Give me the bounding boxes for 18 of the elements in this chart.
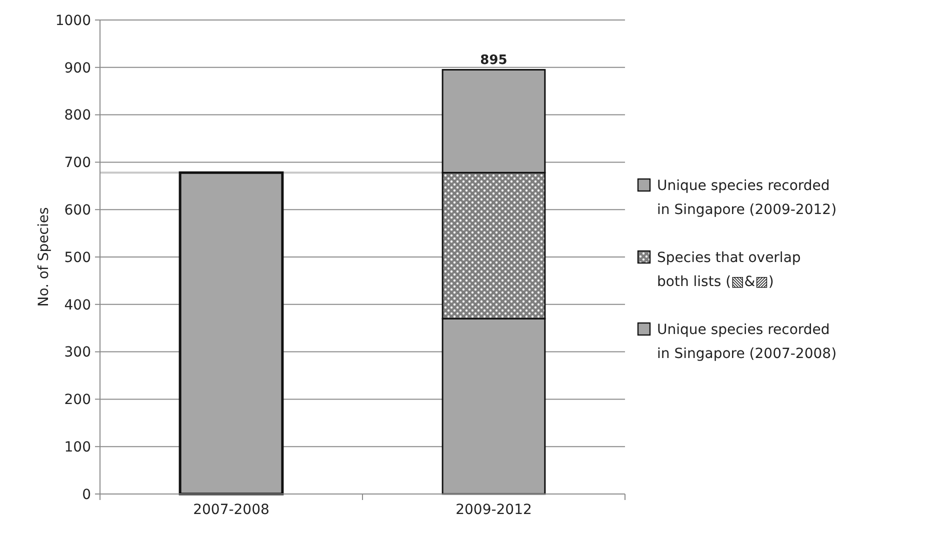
legend-label: Species that overlap both lists (▧&▨) (657, 250, 801, 290)
total-label: 895 (480, 52, 508, 68)
y-tick-label: 700 (64, 155, 91, 172)
y-tick-label: 200 (64, 392, 91, 408)
y-tick-label: 500 (64, 250, 91, 266)
y-tick-label: 100 (64, 440, 91, 456)
y-tick-label: 1000 (55, 12, 91, 29)
y-tick-label: 600 (64, 202, 91, 218)
legend-label: Unique species recorded in Singapore (2007-2008) (657, 322, 837, 362)
legend-label: Unique species recorded in Singapore (2009-2012) (657, 178, 837, 218)
y-tick-label: 800 (64, 108, 91, 124)
y-tick-label: 900 (64, 60, 91, 76)
y-tick-label: 300 (64, 344, 91, 361)
x-tick-label: 2009-2012 (456, 502, 532, 518)
x-tick-label: 2007-2008 (193, 502, 270, 518)
y-tick-label: 0 (82, 486, 91, 503)
y-tick-label: 400 (64, 297, 91, 314)
y-axis-title: No. of Species (36, 207, 52, 307)
